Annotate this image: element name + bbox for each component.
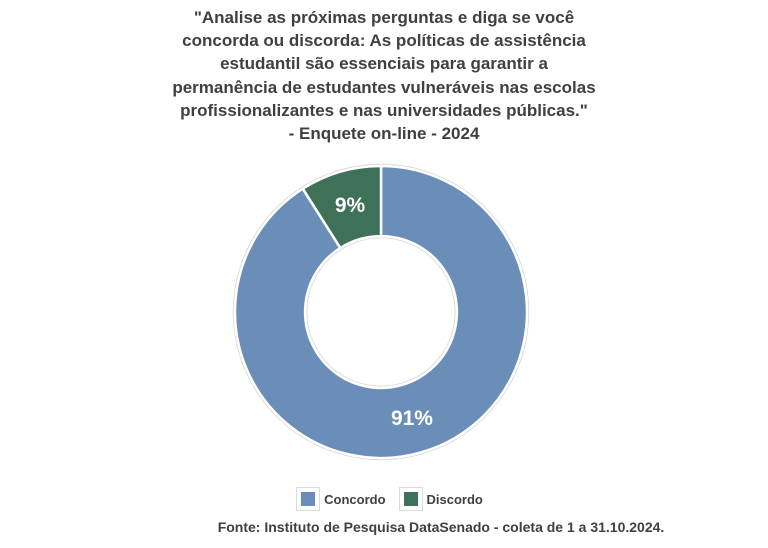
donut-chart: 91% 9% [231,162,531,462]
data-label-discordo: 9% [335,194,366,217]
legend-label-discordo: Discordo [426,491,483,507]
legend-item-concordo: Concordo [296,487,386,511]
donut-inner-edge [306,237,456,387]
legend-swatch-concordo [296,487,321,511]
source-note: Fonte: Instituto de Pesquisa DataSenado … [217,519,665,535]
legend: Concordo Discordo [6,487,768,511]
legend-item-discordo: Discordo [398,487,483,511]
survey-question-title: "Analise as próximas perguntas e diga se… [172,8,596,144]
data-label-concordo: 91% [391,407,433,430]
donut-outer-edge [232,163,530,461]
legend-label-concordo: Concordo [324,491,386,507]
donut-slice-concordo [233,164,529,460]
donut-slice-discordo [301,164,383,250]
legend-swatch-discordo [398,487,423,511]
donut-svg: 91% 9% [232,163,530,461]
